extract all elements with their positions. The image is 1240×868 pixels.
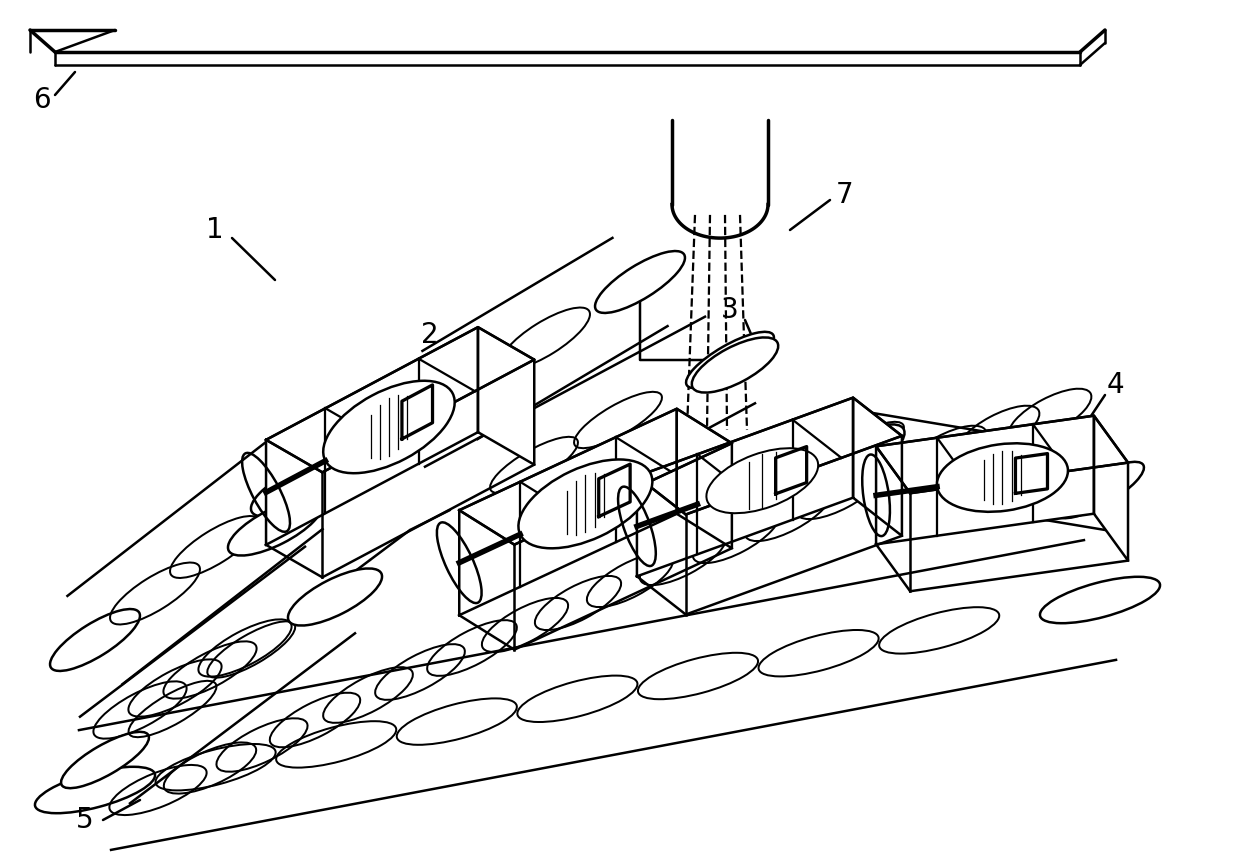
- Polygon shape: [267, 327, 477, 545]
- Ellipse shape: [820, 424, 904, 482]
- Ellipse shape: [595, 251, 684, 313]
- Polygon shape: [637, 398, 853, 576]
- Polygon shape: [1094, 416, 1128, 561]
- Ellipse shape: [518, 459, 652, 549]
- Text: 5: 5: [76, 806, 94, 834]
- Ellipse shape: [937, 444, 1068, 512]
- Text: 4: 4: [1106, 371, 1123, 399]
- Ellipse shape: [686, 332, 774, 388]
- Text: 7: 7: [836, 181, 854, 209]
- Polygon shape: [853, 398, 901, 536]
- Text: 2: 2: [422, 321, 439, 349]
- Ellipse shape: [1040, 577, 1161, 623]
- Polygon shape: [459, 409, 732, 544]
- Ellipse shape: [1056, 462, 1145, 518]
- Polygon shape: [877, 416, 1128, 493]
- Ellipse shape: [324, 381, 455, 473]
- Polygon shape: [877, 416, 1094, 544]
- Polygon shape: [267, 327, 534, 472]
- Polygon shape: [637, 398, 901, 515]
- Text: 3: 3: [722, 296, 739, 324]
- Ellipse shape: [228, 498, 322, 556]
- Text: 6: 6: [33, 86, 51, 114]
- Text: 1: 1: [206, 216, 223, 244]
- Ellipse shape: [35, 766, 155, 813]
- Ellipse shape: [707, 448, 818, 513]
- Ellipse shape: [288, 569, 382, 626]
- Ellipse shape: [250, 459, 345, 516]
- Polygon shape: [477, 327, 534, 464]
- Ellipse shape: [61, 732, 149, 788]
- Polygon shape: [677, 409, 732, 549]
- Ellipse shape: [692, 338, 779, 392]
- Ellipse shape: [50, 609, 140, 671]
- Polygon shape: [459, 409, 677, 615]
- Ellipse shape: [405, 373, 495, 431]
